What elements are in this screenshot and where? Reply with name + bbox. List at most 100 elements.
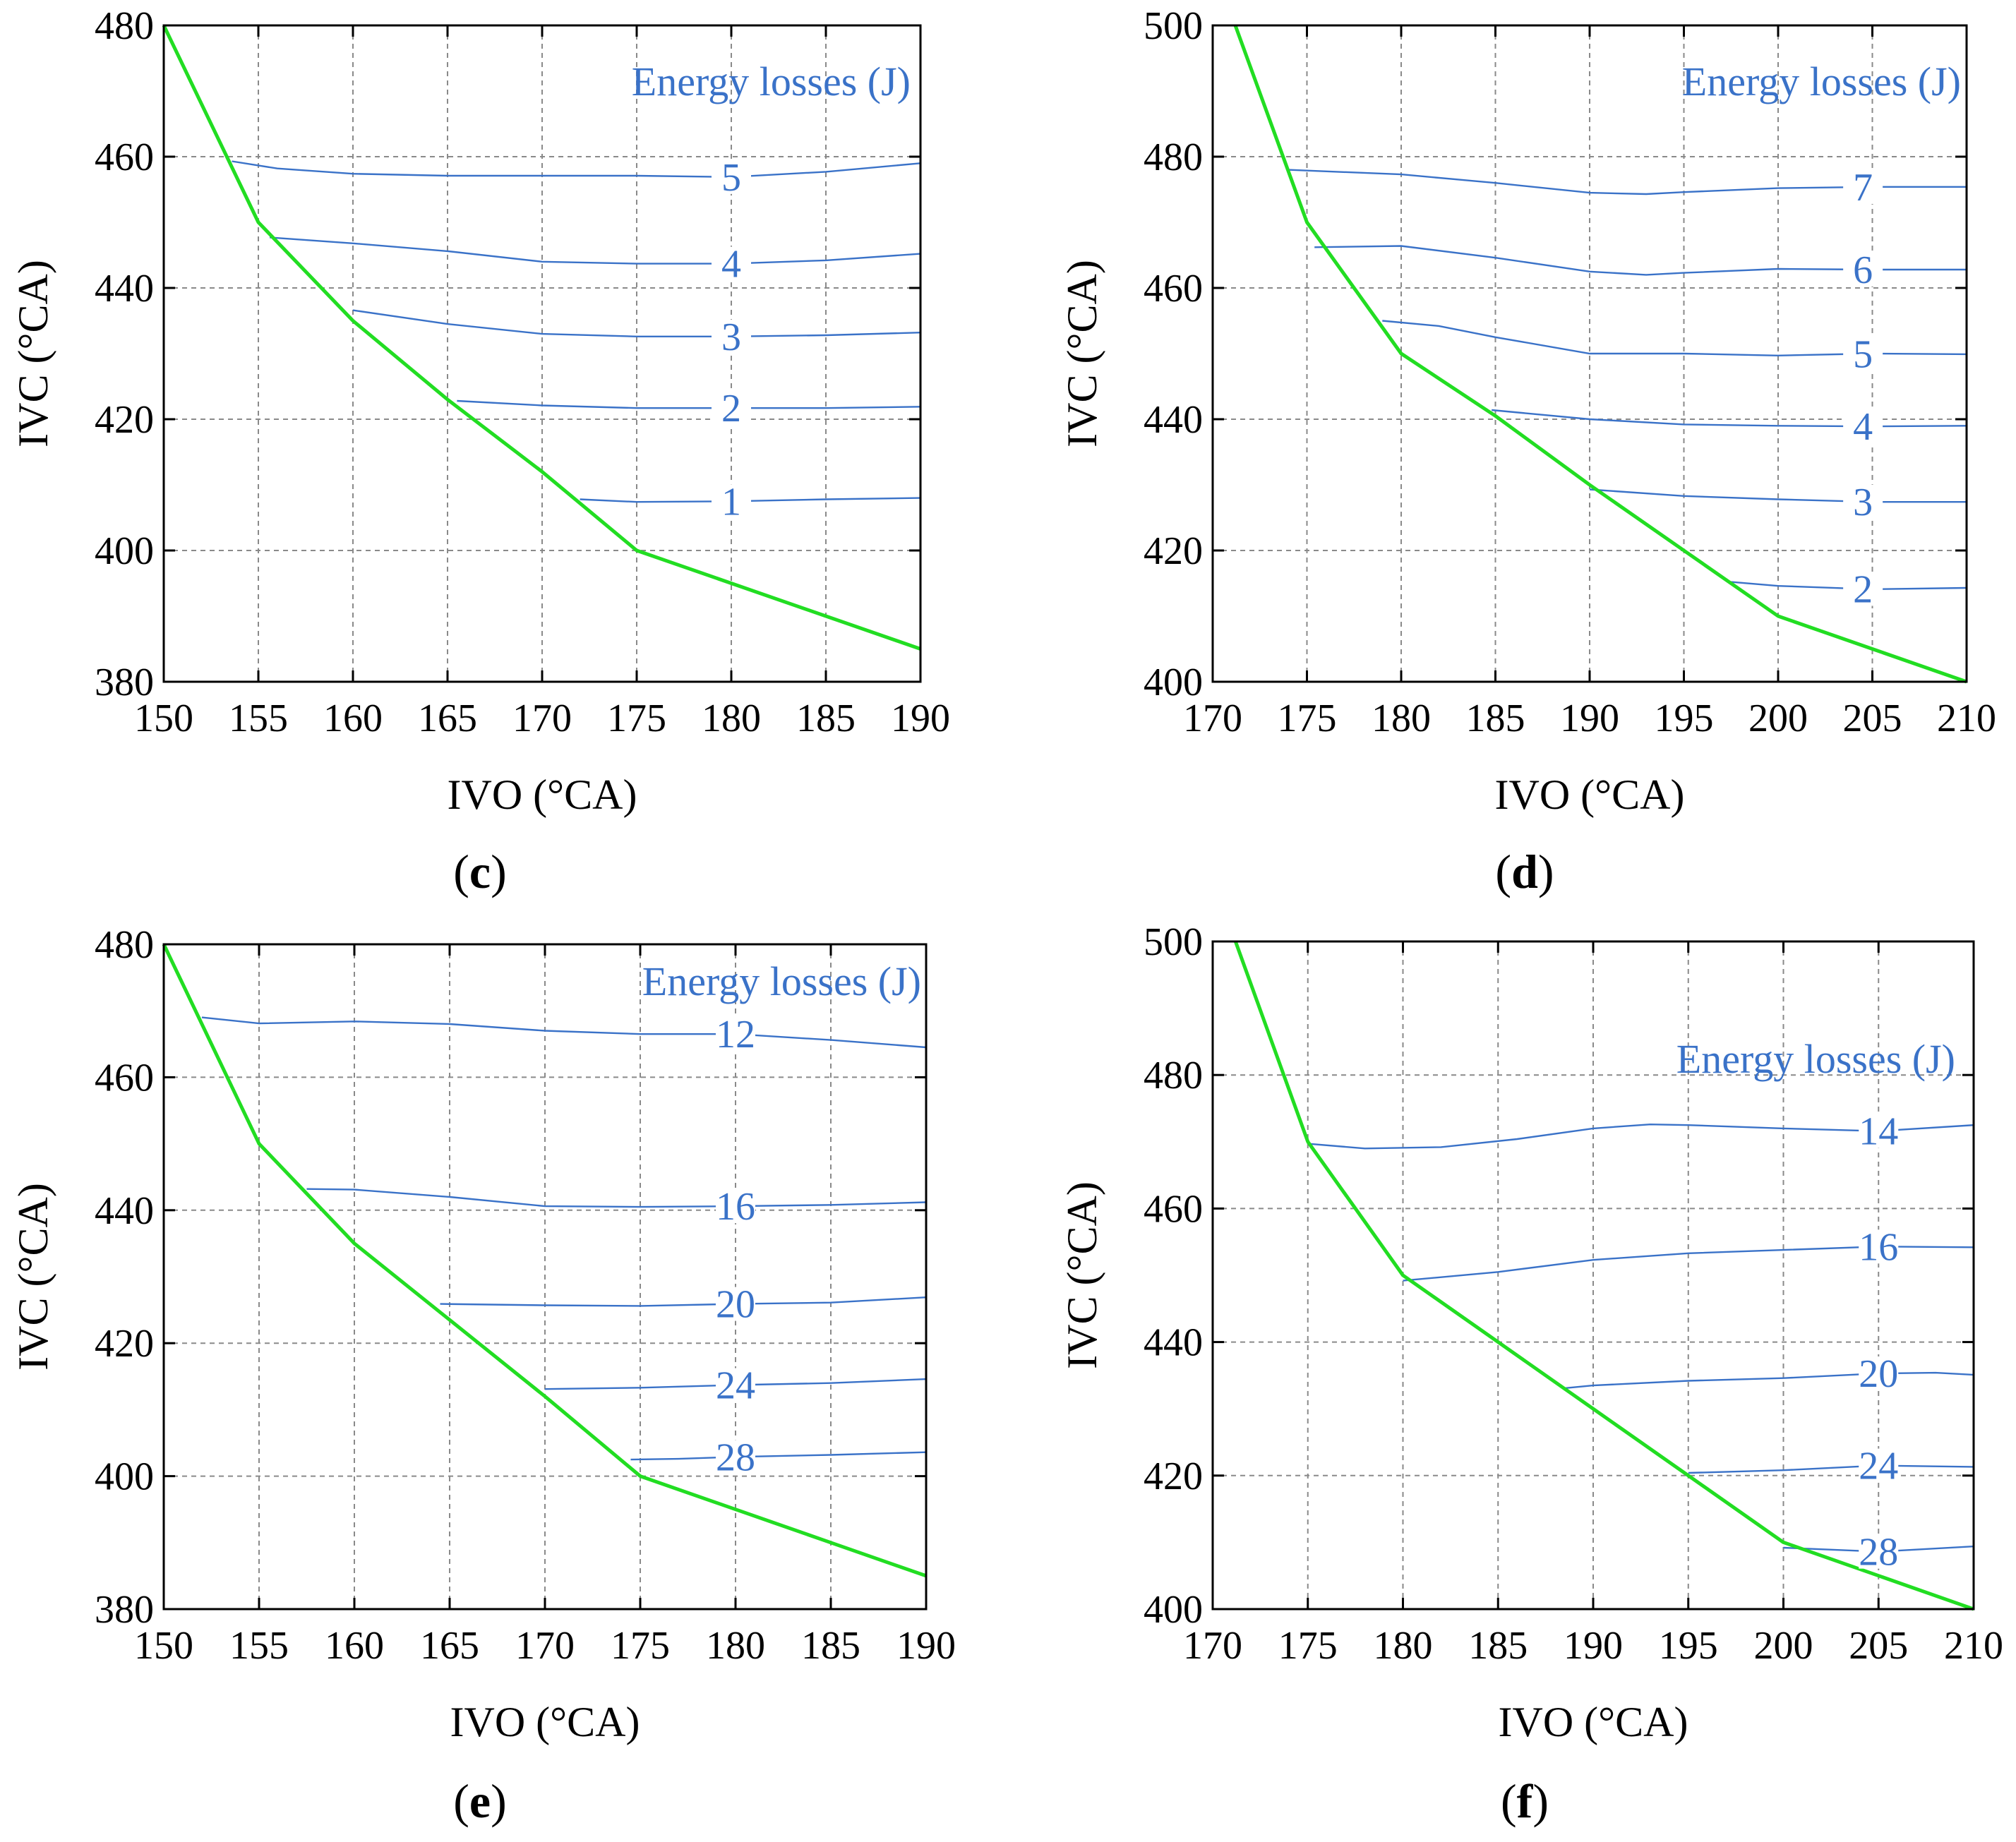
panel-letter: c (469, 845, 491, 898)
y-tick-label: 460 (95, 1056, 154, 1100)
y-axis-label: IVC (°CA) (1059, 260, 1105, 447)
contour-label-bg (712, 159, 751, 194)
x-tick-label: 205 (1843, 697, 1902, 740)
y-tick-label: 440 (95, 267, 154, 311)
contour-label: 6 (1853, 248, 1873, 292)
contour-label: 28 (716, 1435, 755, 1479)
contour-line-20 (1564, 1371, 1974, 1390)
contour-label: 3 (1853, 481, 1873, 524)
x-tick-label: 205 (1849, 1624, 1908, 1668)
contour-line-7 (1288, 169, 1967, 195)
contour-label: 5 (721, 156, 741, 200)
contour-label-bg (716, 1440, 755, 1474)
x-tick-label: 190 (891, 697, 950, 740)
contour-line-12 (201, 1016, 927, 1049)
x-tick-label: 155 (229, 1624, 289, 1668)
y-tick-label: 400 (95, 529, 154, 573)
contour-label: 7 (1853, 166, 1873, 210)
x-tick-label: 190 (896, 1624, 956, 1668)
boundary-line (1233, 941, 1974, 1611)
contour-label-bg (1843, 572, 1883, 606)
contour-label: 1 (721, 480, 741, 524)
chart-panel-f: 14 16 20 24 28 Energy losses (J) 170 175 180 185 1… (1059, 920, 2003, 1828)
boundary-line (1233, 25, 1967, 684)
contour-line-14 (1307, 1123, 1974, 1150)
x-axis-label: IVO (°CA) (1499, 1699, 1688, 1745)
contour-label-bg (1843, 484, 1883, 519)
contour-line-28 (630, 1451, 927, 1461)
x-tick-label: 200 (1748, 697, 1808, 740)
contour-label-bg (716, 1189, 755, 1224)
contour-label: 16 (716, 1185, 755, 1229)
contour-line-6 (1314, 245, 1967, 276)
x-tick-label: 210 (1944, 1624, 2003, 1668)
contour-label-bg (716, 1017, 755, 1052)
x-tick-label: 170 (1183, 1624, 1242, 1668)
contour-label-bg (1859, 1448, 1899, 1483)
x-axis-label: IVO (°CA) (448, 771, 637, 818)
contour-line-4 (1492, 409, 1967, 428)
contour-label-bg (1843, 252, 1883, 287)
contour-line-2 (1731, 581, 1967, 591)
contour-label-bg (1859, 1356, 1899, 1391)
x-tick-label: 190 (1564, 1624, 1623, 1668)
panel-letter: e (469, 1774, 491, 1828)
contour-label-bg (1859, 1229, 1899, 1264)
y-tick-label: 400 (1144, 661, 1203, 704)
plot-frame (162, 24, 922, 683)
x-tick-label: 185 (796, 697, 856, 740)
contour-label: 24 (716, 1364, 755, 1408)
x-tick-label: 160 (323, 697, 383, 740)
x-tick-label: 180 (702, 697, 761, 740)
panel-letter: d (1511, 845, 1538, 898)
y-tick-label: 420 (95, 1322, 154, 1366)
contour-line-2 (457, 399, 921, 409)
x-tick-label: 170 (1183, 697, 1242, 740)
x-tick-label: 180 (1374, 1624, 1433, 1668)
x-tick-label: 185 (801, 1624, 860, 1668)
contour-label-bg (712, 319, 751, 354)
y-tick-label: 440 (1144, 1321, 1203, 1365)
contour-label-bg (1843, 409, 1883, 444)
contour-label: 2 (721, 387, 741, 431)
contour-label: 20 (1859, 1352, 1898, 1396)
y-tick-label: 480 (1144, 1054, 1203, 1097)
contour-label: 3 (721, 315, 741, 359)
x-tick-label: 195 (1655, 697, 1714, 740)
y-tick-label: 480 (95, 923, 154, 967)
y-axis-label: IVC (°CA) (10, 1183, 56, 1371)
legend-title: Energy losses (J) (1676, 1036, 1955, 1082)
x-tick-label: 175 (611, 1624, 670, 1668)
y-tick-label: 420 (1144, 1455, 1203, 1498)
y-tick-label: 400 (1144, 1588, 1203, 1632)
x-tick-label: 195 (1659, 1624, 1718, 1668)
contour-line-5 (232, 160, 921, 179)
contour-label-bg (716, 1287, 755, 1321)
contour-label-bg (1859, 1114, 1899, 1148)
contour-label: 20 (716, 1283, 755, 1327)
x-tick-label: 170 (515, 1624, 575, 1668)
y-tick-label: 460 (1144, 1187, 1203, 1231)
x-tick-label: 150 (134, 697, 193, 740)
y-tick-label: 460 (1144, 267, 1203, 311)
chart-panel-e: 12 16 20 24 28 Energy losses (J) 150 155 160 165 1… (10, 923, 956, 1828)
legend-title: Energy losses (J) (642, 958, 921, 1004)
contour-line-16 (306, 1188, 927, 1208)
y-tick-label: 380 (95, 1588, 154, 1632)
x-tick-label: 180 (1372, 697, 1431, 740)
contour-label-bg (712, 391, 751, 426)
contour-line-24 (1688, 1464, 1974, 1474)
y-tick-label: 420 (1144, 529, 1203, 573)
y-tick-label: 400 (95, 1455, 154, 1499)
legend-title: Energy losses (J) (632, 59, 911, 104)
contour-label: 4 (721, 243, 741, 287)
y-tick-label: 500 (1144, 4, 1203, 48)
boundary-line (162, 24, 921, 651)
x-tick-label: 170 (512, 697, 572, 740)
contour-label-bg (712, 246, 751, 281)
contour-label: 16 (1859, 1225, 1898, 1269)
x-tick-label: 200 (1754, 1624, 1813, 1668)
y-tick-label: 500 (1144, 920, 1203, 964)
x-tick-label: 175 (607, 697, 666, 740)
contour-line-3 (1589, 488, 1967, 503)
